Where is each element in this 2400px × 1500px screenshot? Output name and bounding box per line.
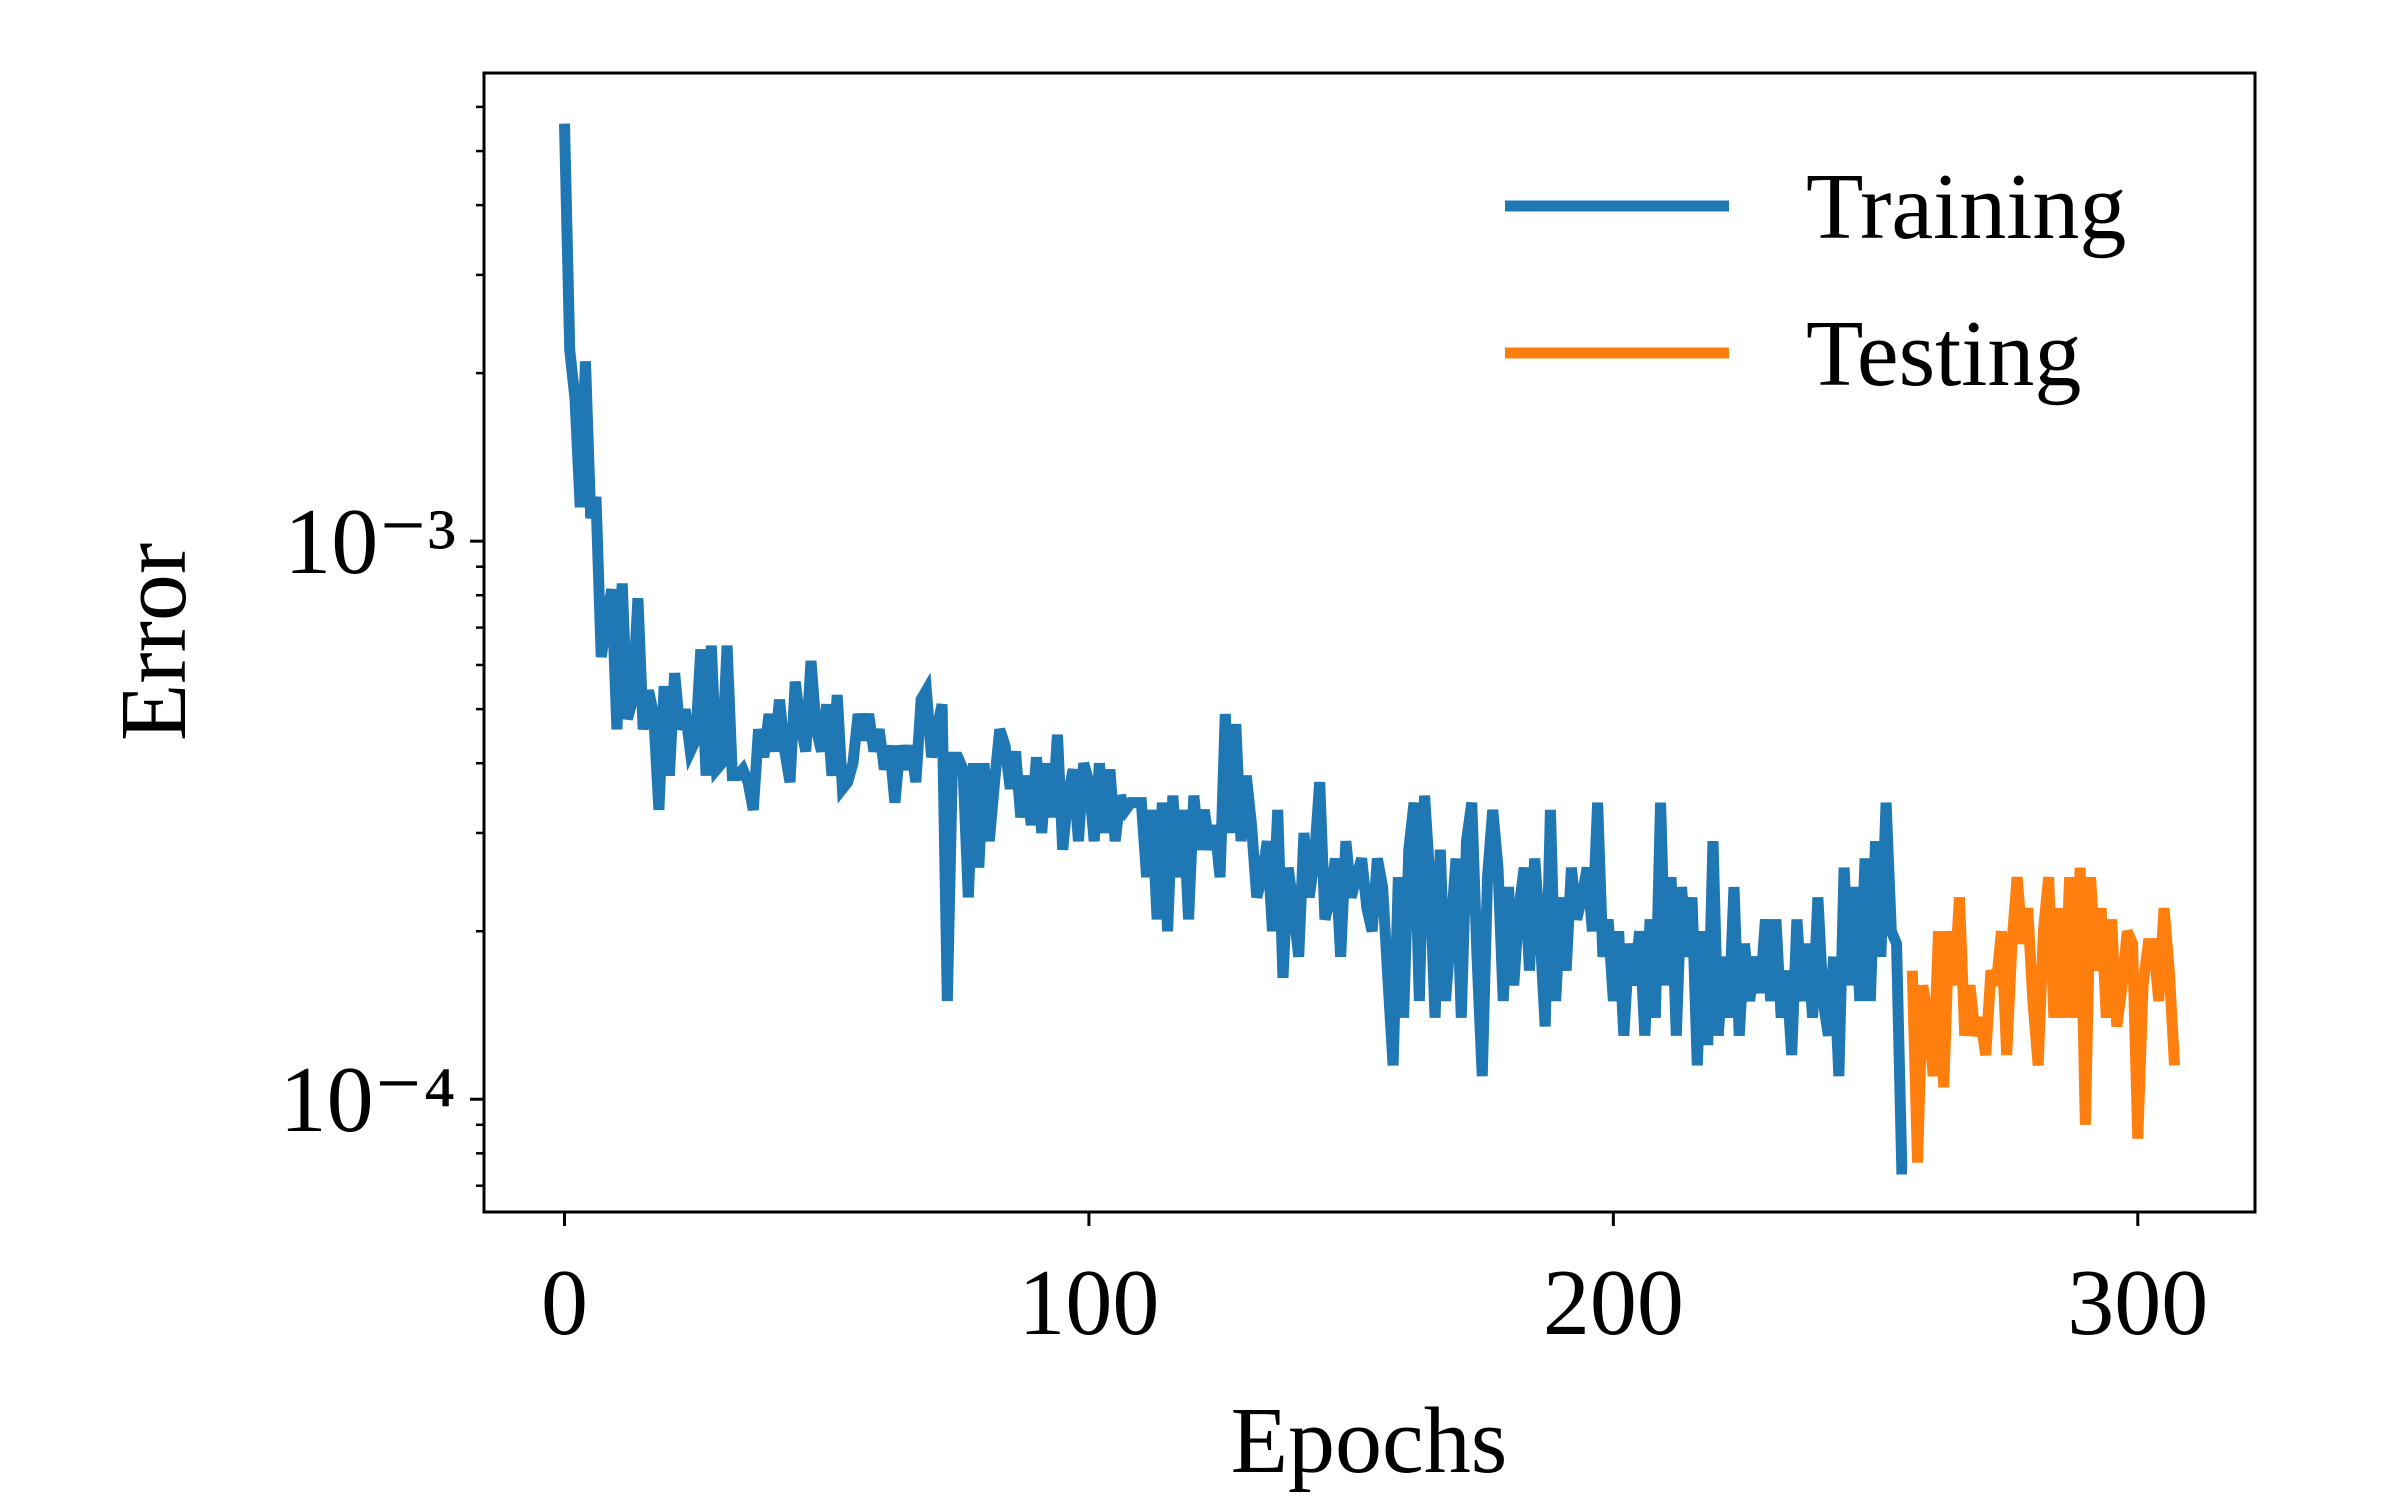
legend-label: Training: [1806, 155, 2126, 259]
y-tick-label: 10⁻⁴: [280, 1048, 456, 1152]
series-line: [559, 123, 1908, 1175]
legend-label: Testing: [1806, 302, 2081, 406]
plot-frame: [482, 71, 2257, 1214]
y-tick-label: 10⁻³: [284, 490, 456, 594]
x-tick-label: 0: [541, 1251, 588, 1355]
x-axis-label: Epochs: [1231, 1389, 1508, 1493]
x-tick-label: 300: [2067, 1251, 2208, 1355]
x-tick-label: 200: [1543, 1251, 1684, 1355]
y-axis-label: Error: [102, 543, 206, 741]
series-line: [1906, 867, 2180, 1163]
x-tick-label: 100: [1018, 1251, 1159, 1355]
